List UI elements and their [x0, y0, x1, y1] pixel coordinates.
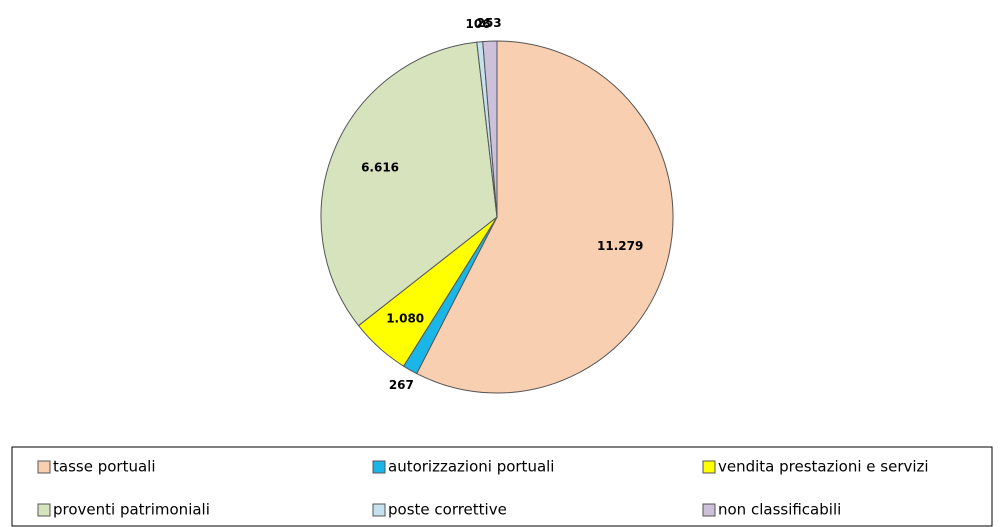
pie-slice: [482, 40, 498, 218]
data-label: 6.616: [361, 161, 399, 175]
data-label: 267: [389, 378, 414, 392]
legend-label: tasse portuali: [53, 458, 155, 476]
legend-label: proventi patrimoniali: [53, 501, 210, 519]
legend-swatch: [37, 503, 51, 517]
data-label: 1.080: [386, 312, 424, 326]
pie-slice: [320, 41, 498, 327]
legend-swatch: [702, 460, 716, 474]
legend-swatch: [37, 460, 51, 474]
data-label: 11.279: [597, 239, 643, 253]
legend-label: vendita prestazioni e servizi: [718, 458, 929, 476]
legend-label: poste correttive: [388, 501, 507, 519]
pie-slice: [416, 40, 674, 394]
legend-swatch: [372, 503, 386, 517]
legend-box: [11, 446, 993, 527]
data-label: 106: [466, 17, 491, 31]
data-label: 253: [477, 16, 502, 30]
legend-label: non classificabili: [718, 501, 841, 519]
legend-swatch: [702, 503, 716, 517]
legend-label: autorizzazioni portuali: [388, 458, 554, 476]
legend-swatch: [372, 460, 386, 474]
